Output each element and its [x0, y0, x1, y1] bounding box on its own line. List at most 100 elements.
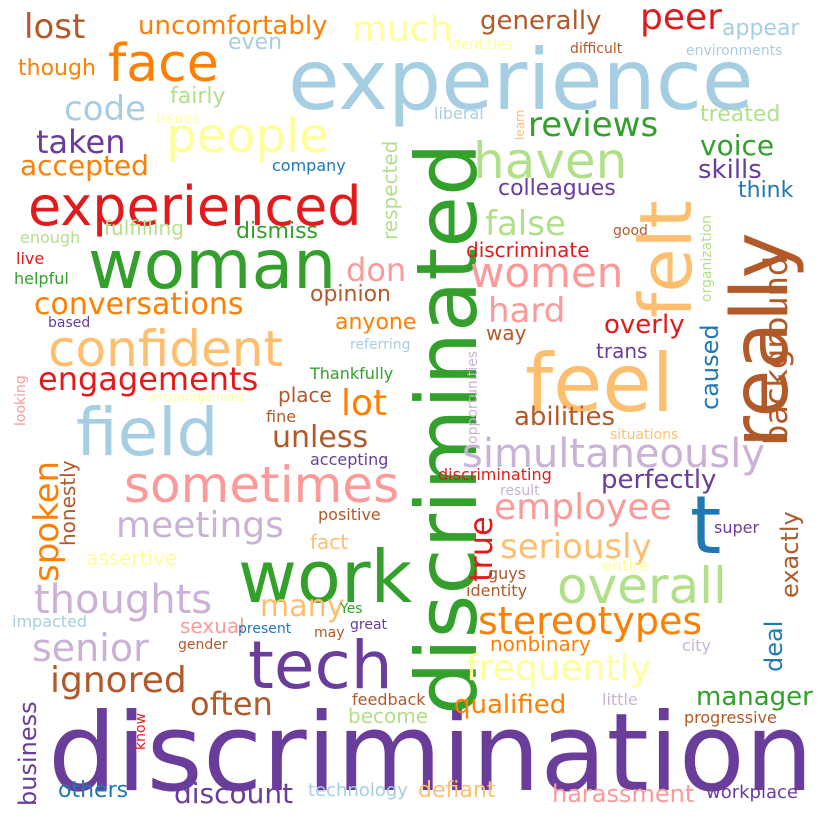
word-though: though — [18, 56, 96, 81]
word-referring: referring — [350, 337, 411, 353]
word-liberal: liberal — [434, 104, 484, 123]
word-live: live — [16, 249, 45, 268]
word-qualified: qualified — [454, 690, 567, 720]
word-experience: experience — [288, 31, 754, 129]
word-fairly: fairly — [170, 84, 226, 109]
word-present: present — [238, 621, 292, 637]
word-face: face — [108, 34, 219, 94]
word-result: result — [500, 483, 540, 499]
word-felt: felt — [624, 200, 708, 318]
word-engagements: engagements — [38, 360, 259, 398]
word-conversations: conversations — [34, 287, 244, 322]
word-women: women — [470, 248, 624, 297]
word-employee: employee — [494, 487, 672, 528]
word-issues: issues — [156, 111, 200, 127]
word-company: company — [272, 156, 346, 175]
word-based: based — [48, 315, 91, 331]
word-unless: unless — [272, 420, 369, 455]
word-abilities: abilities — [514, 402, 616, 432]
word-become: become — [348, 704, 429, 728]
word-taken: taken — [36, 123, 126, 161]
word-false: false — [485, 204, 566, 244]
word-environments: environments — [686, 43, 783, 59]
word-experienced: experienced — [28, 175, 362, 238]
word-simultaneously: simultaneously — [462, 431, 765, 477]
word-know: know — [133, 713, 149, 750]
word-ignored: ignored — [50, 660, 187, 701]
word-perfectly: perfectly — [601, 465, 717, 495]
word-feedback: feedback — [352, 690, 426, 709]
word-helpful: helpful — [14, 269, 69, 288]
word-thankfully: Thankfully — [310, 364, 394, 383]
word-t: t — [690, 479, 722, 572]
word-manager: manager — [696, 682, 813, 712]
word-opinion: opinion — [310, 282, 391, 307]
word-honestly: honestly — [56, 460, 80, 546]
word-defiant: defiant — [418, 778, 496, 803]
word-looking: looking — [13, 375, 29, 426]
word-place: place — [278, 383, 332, 407]
word-confident: confident — [48, 320, 284, 378]
word-fulfilling: fulfilling — [104, 216, 184, 240]
word-overall: overall — [557, 557, 727, 615]
word-treated: treated — [700, 102, 781, 127]
word-woman: woman — [88, 226, 337, 305]
word-learn: learn — [513, 109, 527, 140]
word-exactly: exactly — [776, 511, 804, 598]
word-nonbinary: nonbinary — [490, 632, 591, 656]
word-dismiss: dismiss — [236, 219, 319, 244]
word-entire: entire — [602, 556, 649, 575]
word-assertive: assertive — [86, 546, 178, 570]
word-peer: peer — [640, 0, 722, 38]
word-reviews: reviews — [528, 105, 659, 145]
word-sexual: sexual — [180, 614, 245, 638]
word-little: little — [602, 690, 638, 709]
word-encouragement: encouragement — [148, 390, 244, 404]
word-sometimes: sometimes — [124, 456, 400, 514]
word-technology: technology — [308, 780, 408, 801]
word-tech: tech — [248, 627, 393, 704]
word-colleagues: colleagues — [498, 176, 616, 201]
word-uncomfortably: uncomfortably — [138, 11, 328, 41]
word-meetings: meetings — [116, 505, 284, 546]
word-identity: identity — [466, 581, 528, 600]
word-yes: Yes — [340, 601, 363, 617]
word-guys: guys — [488, 564, 527, 583]
word-anyone: anyone — [335, 310, 417, 335]
word-work: work — [238, 535, 413, 619]
word-harassment: harassment — [552, 780, 695, 808]
word-impacted: impacted — [12, 612, 88, 631]
word-organization: organization — [699, 214, 715, 302]
word-discriminate: discriminate — [466, 238, 590, 262]
word-generally: generally — [480, 6, 602, 36]
word-discrimination: discrimination — [48, 691, 814, 816]
word-feel: feel — [525, 337, 674, 430]
word-background: background — [757, 255, 795, 445]
word-others: others — [58, 778, 129, 803]
word-city: city — [682, 636, 711, 655]
word-super: super — [714, 518, 760, 537]
word-great: great — [350, 617, 388, 633]
word-stereotypes: stereotypes — [478, 599, 703, 643]
word-progressive: progressive — [684, 708, 777, 727]
word-senior: senior — [32, 626, 149, 670]
word-discount: discount — [174, 777, 294, 810]
word-haven: haven — [473, 132, 628, 190]
word-positive: positive — [318, 505, 381, 524]
word-fine: fine — [266, 407, 297, 426]
word-much: much — [352, 9, 453, 50]
word-think: think — [738, 178, 794, 203]
word-field: field — [76, 394, 219, 471]
word-trans: trans — [596, 339, 648, 363]
word-respected: respected — [378, 140, 402, 240]
word-difficult: difficult — [570, 41, 623, 57]
word-accepting: accepting — [310, 450, 389, 469]
word-good: good — [613, 223, 648, 239]
word-may: may — [314, 625, 345, 641]
word-situations: situations — [610, 427, 679, 443]
word-fact: fact — [310, 530, 349, 554]
word-opportunities: opportunities — [465, 350, 481, 444]
word-thoughts: thoughts — [34, 577, 213, 623]
word-enough: enough — [20, 228, 81, 247]
